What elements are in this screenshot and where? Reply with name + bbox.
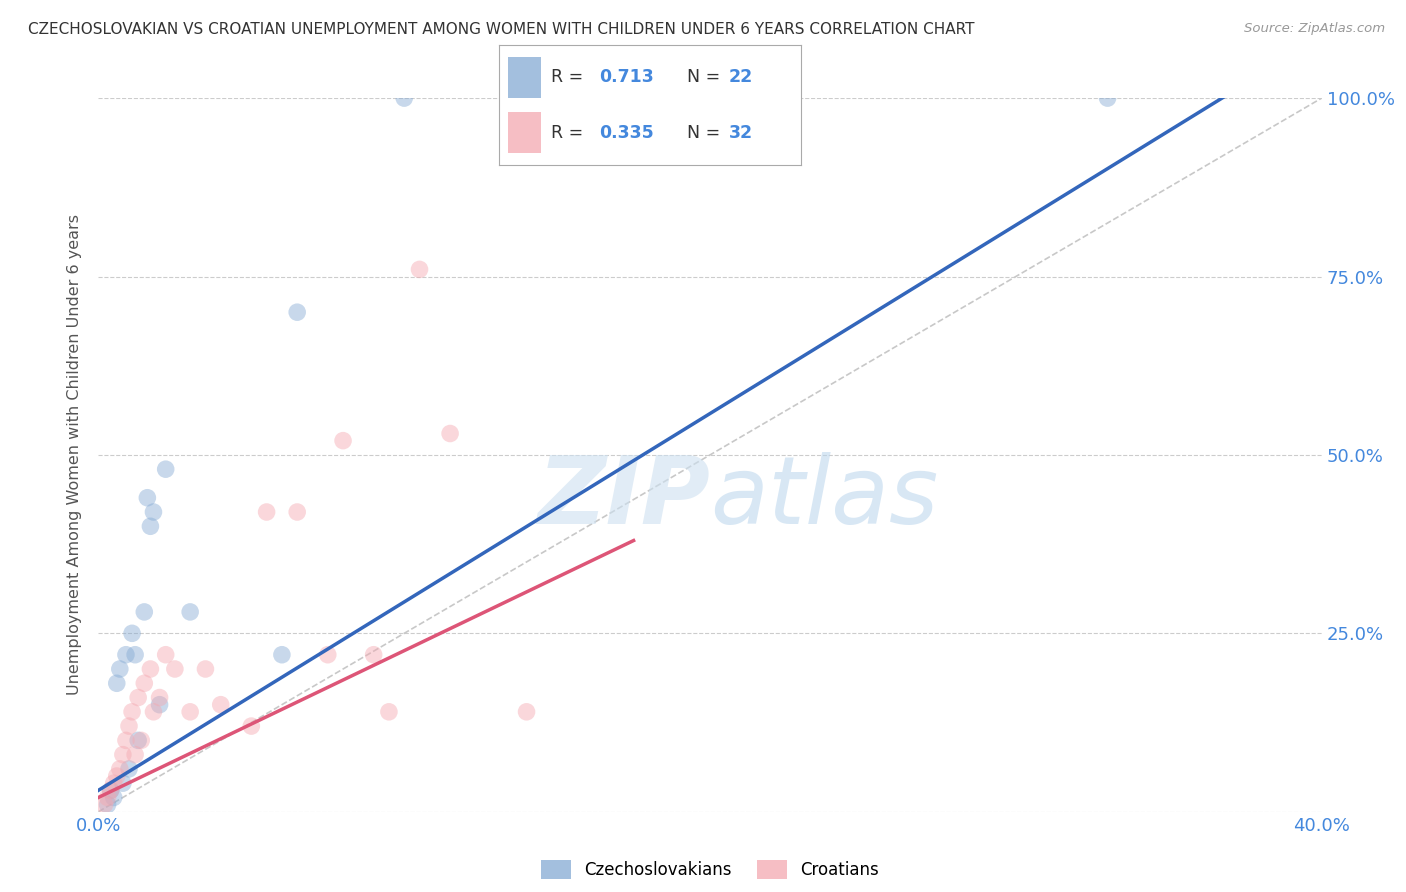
Text: R =: R = [551,123,588,142]
Point [105,769,128,783]
Point [100,783,122,797]
Text: Source: ZipAtlas.com: Source: ZipAtlas.com [1244,22,1385,36]
Point [108,662,131,676]
Point [332,434,354,448]
Point [121,705,143,719]
Y-axis label: Unemployment Among Women with Children Under 6 years: Unemployment Among Women with Children U… [67,214,83,696]
Point [127,733,149,747]
Point [316,648,339,662]
Point [124,648,146,662]
Point [136,491,159,505]
Text: CZECHOSLOVAKIAN VS CROATIAN UNEMPLOYMENT AMONG WOMEN WITH CHILDREN UNDER 6 YEARS: CZECHOSLOVAKIAN VS CROATIAN UNEMPLOYMENT… [28,22,974,37]
Point [142,705,165,719]
Point [134,605,156,619]
Text: N =: N = [686,123,725,142]
Point [256,505,278,519]
Point [179,705,201,719]
Point [240,719,263,733]
Point [103,790,125,805]
Point [1097,91,1119,105]
Point [108,762,131,776]
Point [155,462,177,476]
Point [270,648,292,662]
Point [97,790,120,805]
Point [285,305,308,319]
Point [439,426,461,441]
Text: R =: R = [551,68,588,87]
Legend: Czechoslovakians, Croatians: Czechoslovakians, Croatians [534,853,886,886]
Point [149,698,172,712]
Point [134,676,156,690]
Point [97,797,120,812]
Point [139,519,162,533]
Point [363,648,385,662]
Point [124,747,146,762]
Point [142,505,165,519]
Point [118,762,141,776]
Point [392,91,416,105]
Point [209,698,232,712]
Point [115,733,138,747]
Point [516,705,538,719]
Point [105,676,128,690]
Point [103,776,125,790]
Text: 0.335: 0.335 [599,123,654,142]
Point [194,662,217,676]
Text: 32: 32 [728,123,754,142]
FancyBboxPatch shape [508,112,541,153]
Point [100,783,122,797]
Point [378,705,401,719]
Point [118,719,141,733]
Point [163,662,186,676]
Point [408,262,430,277]
Point [115,648,138,662]
Point [285,505,308,519]
FancyBboxPatch shape [508,57,541,97]
Point [121,626,143,640]
Point [129,733,152,747]
Text: atlas: atlas [710,452,938,543]
Point [139,662,162,676]
Text: 0.713: 0.713 [599,68,654,87]
Text: N =: N = [686,68,725,87]
Text: 22: 22 [728,68,754,87]
Point [127,690,149,705]
Point [111,776,134,790]
Point [179,605,201,619]
Text: ZIP: ZIP [537,451,710,544]
Point [93,797,115,812]
Point [111,747,134,762]
Point [155,648,177,662]
Point [149,690,172,705]
